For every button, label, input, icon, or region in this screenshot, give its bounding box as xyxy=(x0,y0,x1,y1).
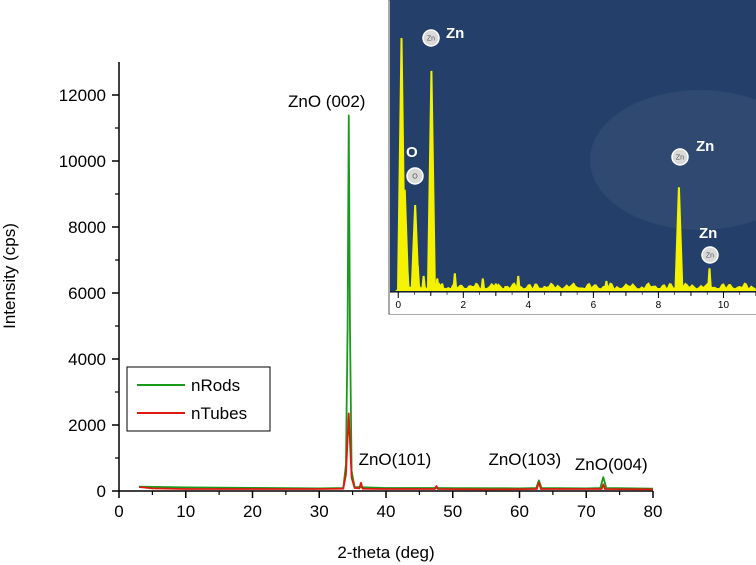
eds-spectrum xyxy=(395,38,756,291)
inset-x-tick-label: 4 xyxy=(526,300,532,311)
x-tick-label: 0 xyxy=(114,502,123,521)
legend-box xyxy=(126,366,271,432)
x-tick-label: 20 xyxy=(243,502,262,521)
y-tick-label: 4000 xyxy=(68,350,106,369)
x-tick-label: 60 xyxy=(510,502,529,521)
inset-plot-area xyxy=(390,0,756,292)
spectrum-peak xyxy=(400,189,410,291)
element-badge-text: Zn xyxy=(676,155,684,162)
y-tick-label: 6000 xyxy=(68,284,106,303)
y-tick-label: 2000 xyxy=(68,416,106,435)
element-label: Zn xyxy=(446,25,464,42)
peak-annotations: ZnO (002) ZnO(101) ZnO(103) ZnO(004) xyxy=(288,92,648,474)
element-badge xyxy=(671,148,689,166)
element-badge-text: O xyxy=(412,174,418,181)
element-labels: Zn Zn O O Zn Zn Zn Zn xyxy=(406,25,719,264)
legend: nRods nTubes xyxy=(126,366,271,432)
x-tick-label: 70 xyxy=(577,502,596,521)
spectrum-peak xyxy=(426,70,436,291)
inset-x-tick-label: 0 xyxy=(395,300,401,311)
y-axis-title: Intensity (cps) xyxy=(0,223,19,329)
inset-x-tick-label: 6 xyxy=(591,300,597,311)
element-badge-text: Zn xyxy=(706,253,714,260)
peak-label: ZnO(103) xyxy=(488,450,561,469)
x-tick-label: 80 xyxy=(644,502,663,521)
x-tick-label: 10 xyxy=(176,502,195,521)
element-badge xyxy=(422,29,440,47)
x-axis-title: 2-theta (deg) xyxy=(337,543,434,562)
inset-x-tick-label: 2 xyxy=(461,300,467,311)
inset-x-axis-band xyxy=(390,292,756,314)
y-tick-label: 8000 xyxy=(68,218,106,237)
element-badge-text: Zn xyxy=(427,36,435,43)
legend-label-nrods: nRods xyxy=(191,376,240,395)
spectrum-peak xyxy=(674,187,684,291)
peak-label: ZnO(101) xyxy=(359,450,432,469)
x-tick-label: 50 xyxy=(443,502,462,521)
x-tick-label: 30 xyxy=(310,502,329,521)
spectrum-baseline xyxy=(395,282,756,291)
peak-label: ZnO(004) xyxy=(575,455,648,474)
tick-labels: 0 10 20 30 40 50 60 70 8002000400060008000100001… xyxy=(59,86,663,521)
x-tick-label: 40 xyxy=(377,502,396,521)
element-badge xyxy=(701,246,719,264)
y-tick-label: 0 xyxy=(97,482,106,501)
element-label: Zn xyxy=(699,225,717,242)
peak-label: ZnO (002) xyxy=(288,92,365,111)
element-label: Zn xyxy=(696,138,714,155)
series-line-ntubes xyxy=(138,412,654,491)
inset-x-tick-label: 8 xyxy=(656,300,662,311)
inset-x-ticks: 0 2 4 6 8 10 xyxy=(390,291,756,314)
xrd-chart: 0 10 20 30 40 50 60 70 8002000400060008000100001… xyxy=(0,62,662,562)
y-tick-label: 10000 xyxy=(59,152,106,171)
y-tick-label: 12000 xyxy=(59,86,106,105)
spectrum-peak xyxy=(404,270,410,291)
tick-marks xyxy=(112,94,654,498)
element-label: O xyxy=(406,144,418,161)
eds-inset: Zn Zn O O Zn Zn Zn Zn 0 2 4 6 8 10 xyxy=(388,0,756,315)
element-badge xyxy=(406,167,424,185)
series-lines xyxy=(138,114,654,491)
inset-x-tick-label: 10 xyxy=(718,300,730,311)
legend-label-ntubes: nTubes xyxy=(191,404,247,423)
